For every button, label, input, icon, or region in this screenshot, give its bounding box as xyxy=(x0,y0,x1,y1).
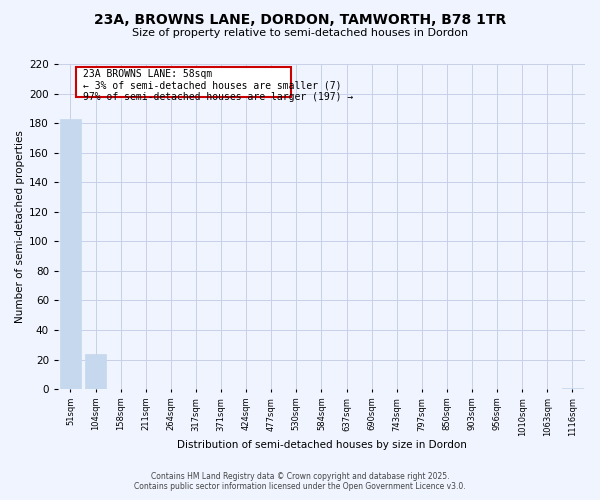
Bar xyxy=(76,67,292,96)
X-axis label: Distribution of semi-detached houses by size in Dordon: Distribution of semi-detached houses by … xyxy=(176,440,466,450)
Text: 23A, BROWNS LANE, DORDON, TAMWORTH, B78 1TR: 23A, BROWNS LANE, DORDON, TAMWORTH, B78 … xyxy=(94,12,506,26)
Text: Size of property relative to semi-detached houses in Dordon: Size of property relative to semi-detach… xyxy=(132,28,468,38)
Bar xyxy=(562,388,583,389)
Text: 23A BROWNS LANE: 58sqm
← 3% of semi-detached houses are smaller (7)
97% of semi-: 23A BROWNS LANE: 58sqm ← 3% of semi-deta… xyxy=(83,69,353,102)
Text: Contains HM Land Registry data © Crown copyright and database right 2025.
Contai: Contains HM Land Registry data © Crown c… xyxy=(134,472,466,491)
Bar xyxy=(85,354,106,389)
Bar xyxy=(60,118,81,389)
Y-axis label: Number of semi-detached properties: Number of semi-detached properties xyxy=(15,130,25,323)
